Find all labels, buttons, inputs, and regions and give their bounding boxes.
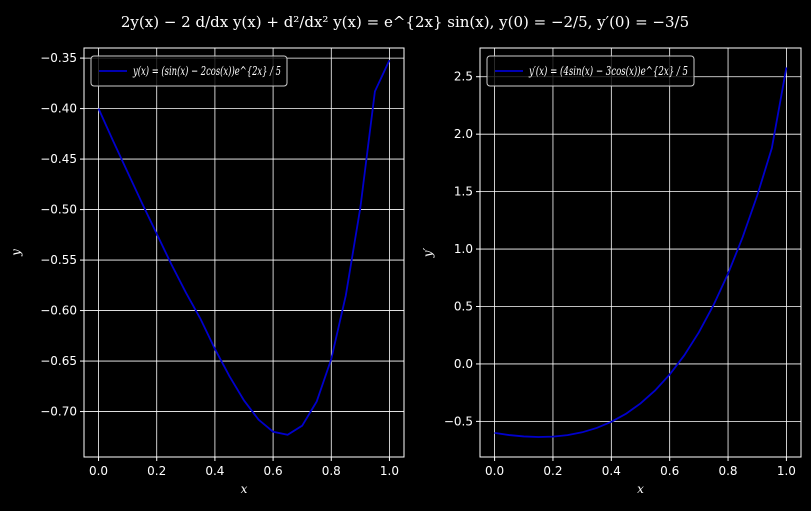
y-tick-label: −0.50	[40, 203, 77, 217]
legend-box	[90, 55, 288, 87]
y-tick-label: 2.5	[454, 70, 473, 84]
legend-entry: y′(x) = (4sin(x) − 3cos(x))e^{2x} / 5	[528, 64, 688, 78]
x-tick-label: 1.0	[777, 464, 796, 478]
left-chart-y: 0.0 0.2 0.4 0.6 0.8 1.0 −0.70 −0.65 −0.60 −0.55 −0…	[9, 47, 405, 496]
y-tick-label: 0.0	[454, 357, 473, 371]
y-tick-label: 1.5	[454, 185, 473, 199]
y-tick-label: −0.40	[40, 102, 77, 116]
y-tick-label: −0.55	[40, 253, 77, 267]
series-line	[97, 59, 391, 436]
x-axis-label: x	[241, 482, 248, 496]
y-tick-label: −0.5	[444, 414, 473, 428]
y-tick-label: −0.35	[40, 51, 77, 65]
x-axis-label: x	[637, 482, 644, 496]
figure-title: 2y(x) − 2 d/dx y(x) + d²/dx² y(x) = e^{2…	[121, 13, 689, 31]
x-tick-label: 0.8	[322, 464, 341, 478]
legend-entry: y(x) = (sin(x) − 2cos(x))e^{2x} / 5	[132, 64, 281, 78]
x-tick-label: 0.6	[660, 464, 679, 478]
y-tick-label: −0.70	[40, 405, 77, 419]
x-tick-label: 0.6	[264, 464, 283, 478]
x-tick-label: 1.0	[380, 464, 399, 478]
series-line	[494, 67, 788, 438]
x-tick-label: 0.2	[543, 464, 562, 478]
y-tick-label: 1.0	[454, 242, 473, 256]
y-tick-label: −0.65	[40, 354, 77, 368]
y-tick-label: 2.0	[454, 127, 473, 141]
x-tick-label: 0.4	[205, 464, 224, 478]
x-tick-label: 0.8	[718, 464, 737, 478]
y-axis-label: y	[9, 249, 23, 257]
y-tick-label: −0.45	[40, 152, 77, 166]
x-tick-label: 0.0	[485, 464, 504, 478]
legend-box	[486, 55, 695, 87]
x-tick-label: 0.2	[147, 464, 166, 478]
y-axis-label: y′	[421, 247, 435, 258]
x-tick-label: 0.4	[602, 464, 621, 478]
axes-frame	[479, 47, 802, 458]
right-chart-yprime: 0.0 0.2 0.4 0.6 0.8 1.0 −0.5 0.0 0.5 1.0 1.5 2.0 2.5…	[421, 47, 802, 496]
x-tick-label: 0.0	[89, 464, 108, 478]
y-tick-label: −0.60	[40, 304, 77, 318]
axes-frame	[83, 47, 405, 458]
y-tick-label: 0.5	[454, 299, 473, 313]
